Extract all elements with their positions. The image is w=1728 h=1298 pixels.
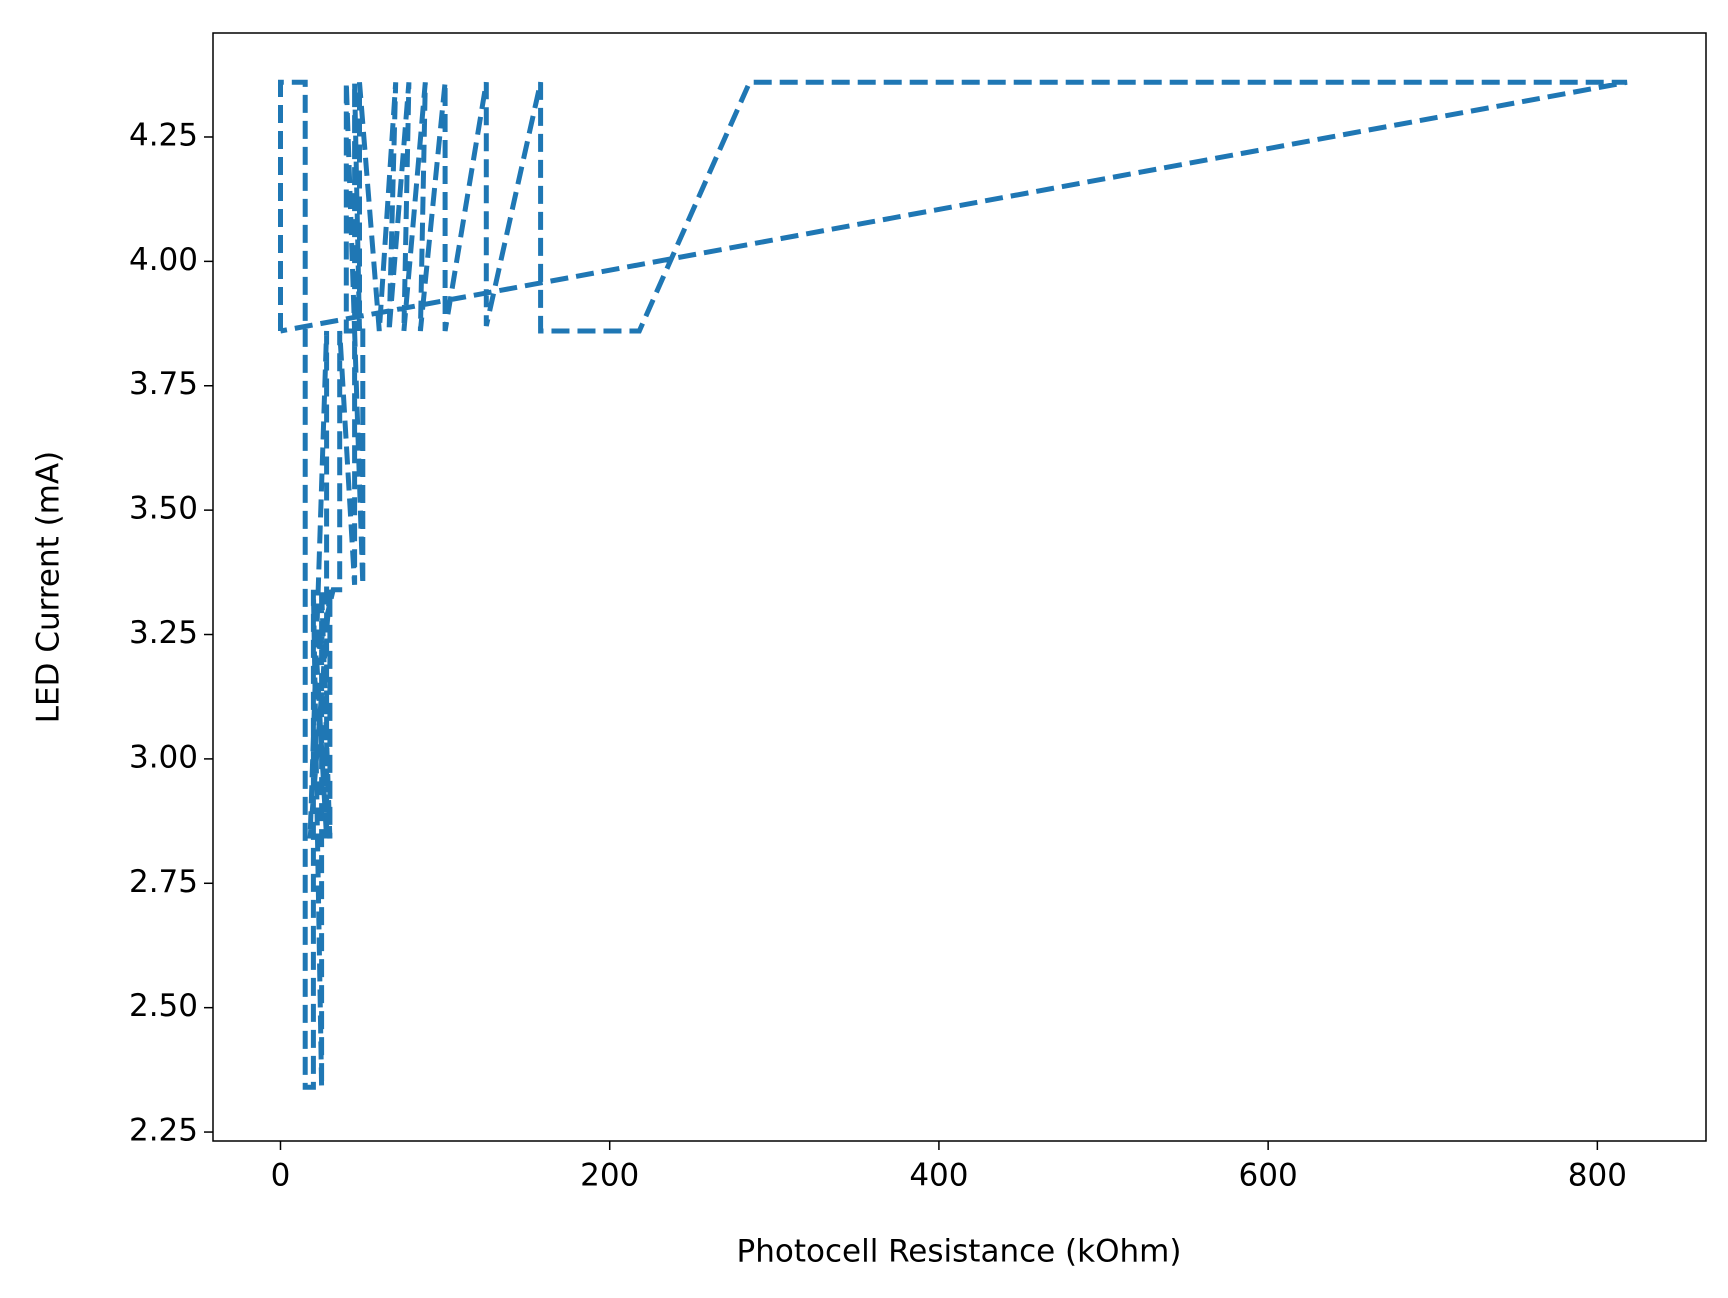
x-tick-label: 400 bbox=[909, 1158, 968, 1194]
y-tick-label: 3.00 bbox=[129, 739, 198, 775]
x-tick-label: 800 bbox=[1568, 1158, 1627, 1194]
x-axis-label: Photocell Resistance (kOhm) bbox=[737, 1234, 1182, 1270]
x-tick-label: 0 bbox=[271, 1158, 291, 1194]
y-tick-label: 2.50 bbox=[129, 988, 198, 1024]
y-tick-label: 3.50 bbox=[129, 491, 198, 527]
y-tick-label: 2.75 bbox=[129, 864, 198, 900]
data-line bbox=[278, 79, 1628, 1090]
plot-frame bbox=[212, 32, 1707, 1142]
y-tick-label: 4.00 bbox=[129, 242, 198, 278]
y-tick-label: 2.25 bbox=[129, 1113, 198, 1149]
x-tick-label: 600 bbox=[1239, 1158, 1298, 1194]
y-tick-label: 3.25 bbox=[129, 615, 198, 651]
y-tick-label: 3.75 bbox=[129, 366, 198, 402]
y-tick-label: 4.25 bbox=[129, 117, 198, 153]
y-axis-label: LED Current (mA) bbox=[31, 451, 67, 723]
x-tick-label: 200 bbox=[580, 1158, 639, 1194]
